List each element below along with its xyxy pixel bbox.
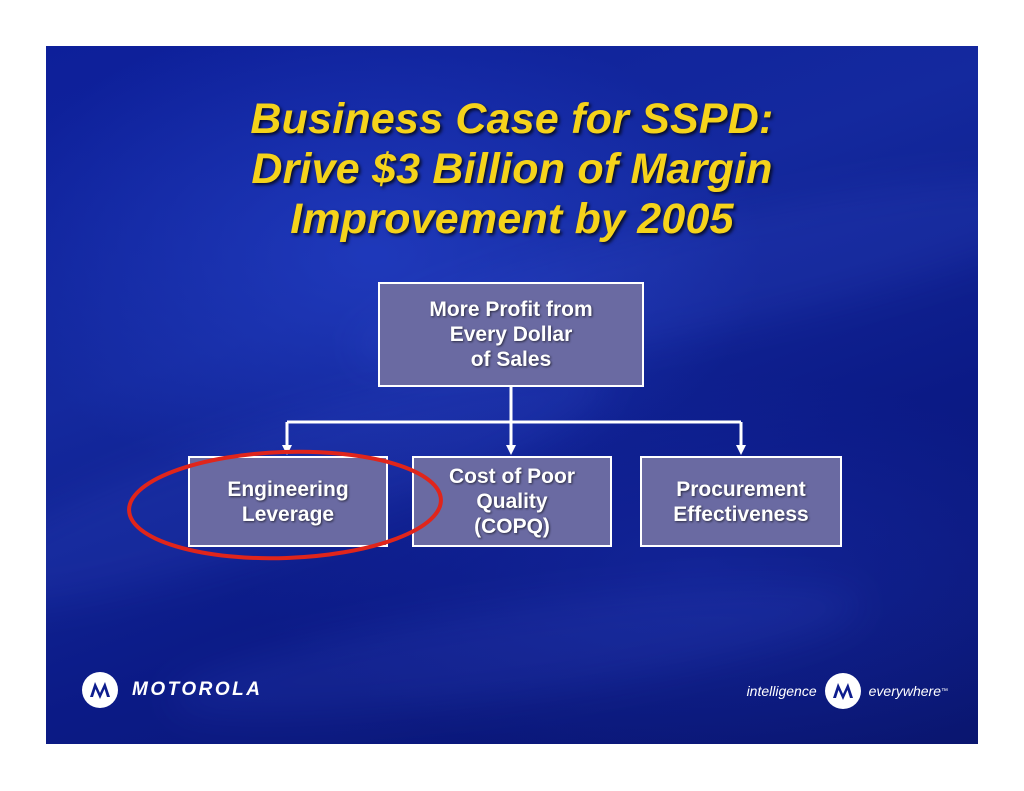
tagline-right: everywhere: [868, 683, 941, 699]
child-box-line: Cost of Poor: [449, 465, 575, 488]
motorola-logo: MOTOROLA: [82, 672, 262, 708]
title-line: Improvement by 2005: [290, 195, 734, 243]
root-box: More Profit from Every Dollar of Sales: [378, 282, 644, 387]
child-box-line: Engineering: [227, 477, 349, 501]
brand-wordmark: MOTOROLA: [132, 679, 263, 700]
child-box-line: Leverage: [241, 502, 335, 526]
tagline-left: intelligence: [746, 683, 817, 699]
trademark-symbol: ™: [941, 687, 948, 695]
tagline: intelligence everywhere ™: [747, 673, 948, 709]
child-box-copq: Cost of Poor Quality (COPQ): [412, 456, 612, 547]
motorola-batwing-icon: [824, 673, 861, 709]
root-box-line: of Sales: [470, 348, 552, 371]
slide-title: Business Case for SSPD: Drive $3 Billion…: [46, 94, 978, 244]
slide: Business Case for SSPD: Drive $3 Billion…: [46, 46, 978, 744]
motorola-batwing-icon: [82, 672, 118, 708]
child-box-line: (COPQ): [474, 515, 550, 538]
child-box-line: Effectiveness: [673, 502, 809, 526]
connector-lines: [282, 386, 746, 455]
child-box-line: Quality: [476, 490, 548, 513]
title-line: Drive $3 Billion of Margin: [251, 145, 773, 193]
child-box-line: Procurement: [676, 477, 806, 501]
root-box-line: Every Dollar: [449, 323, 573, 346]
title-line: Business Case for SSPD:: [250, 95, 774, 143]
root-box-line: More Profit from: [429, 298, 593, 321]
child-box-engineering-leverage: Engineering Leverage: [188, 456, 388, 547]
child-box-procurement: Procurement Effectiveness: [640, 456, 842, 547]
